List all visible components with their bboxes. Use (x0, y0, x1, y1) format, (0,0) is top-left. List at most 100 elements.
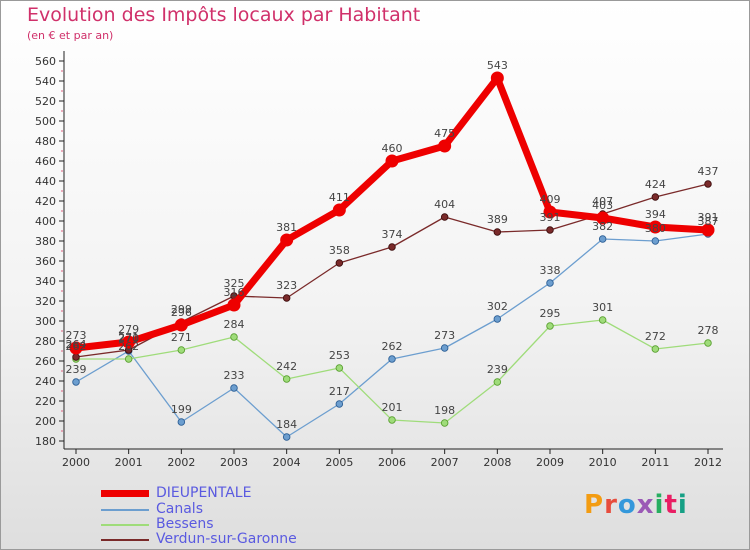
data-label: 271 (118, 331, 139, 344)
y-tick-label: 380 (35, 235, 56, 248)
data-point-3 (651, 193, 660, 201)
data-point-2 (651, 345, 660, 353)
x-tick-label: 2001 (115, 456, 143, 469)
data-label: 437 (698, 165, 719, 178)
data-label: 302 (487, 300, 508, 313)
legend-item-dieupentale: DIEUPENTALE (101, 485, 361, 502)
logo-letter: o (617, 490, 637, 520)
y-tick-label: 420 (35, 195, 56, 208)
data-label: 273 (66, 329, 87, 342)
data-label: 543 (487, 59, 508, 72)
data-point-2 (546, 322, 554, 330)
data-point-3 (704, 180, 712, 188)
data-label: 184 (276, 418, 297, 431)
legend-swatch-bessens (101, 524, 149, 526)
data-label: 296 (171, 306, 192, 319)
data-point-2 (493, 378, 502, 386)
data-label: 323 (276, 279, 297, 292)
data-point-0 (332, 203, 346, 217)
data-label: 270 (118, 332, 139, 345)
y-tick-label: 540 (35, 75, 56, 88)
series-layer (69, 71, 715, 441)
data-point-3 (282, 294, 291, 302)
y-tick-label: 340 (35, 275, 56, 288)
data-label: 271 (171, 331, 192, 344)
data-label: 387 (698, 215, 719, 228)
y-tick-label: 280 (35, 335, 56, 348)
data-point-1 (651, 237, 660, 245)
x-tick-label: 2006 (378, 456, 406, 469)
data-label: 404 (434, 198, 455, 211)
data-point-1 (598, 235, 607, 243)
y-tick-label: 460 (35, 155, 56, 168)
x-tick-label: 2010 (589, 456, 617, 469)
data-label: 316 (224, 286, 245, 299)
data-point-1 (177, 418, 186, 426)
data-label: 299 (171, 303, 192, 316)
data-point-0 (648, 220, 662, 234)
legend-swatch-verdun (101, 539, 149, 541)
data-label: 242 (276, 360, 297, 373)
data-point-1 (440, 344, 449, 352)
x-tick-label: 2012 (694, 456, 722, 469)
x-tick-label: 2005 (325, 456, 353, 469)
logo-letter: t (664, 490, 678, 520)
data-label: 262 (118, 340, 139, 353)
data-point-2 (230, 333, 238, 341)
data-label: 380 (645, 222, 666, 235)
data-point-0 (122, 335, 136, 349)
legend-item-bessens: Bessens (101, 516, 361, 533)
data-label: 262 (66, 340, 87, 353)
data-label: 272 (645, 330, 666, 343)
logo-letter: i (677, 490, 688, 520)
data-label: 278 (698, 324, 719, 337)
data-point-1 (335, 400, 344, 408)
value-labels-layer: 273 279 296 316 381 411 460 475 543 409 403 394 391 2… (66, 59, 719, 431)
data-point-2 (124, 355, 133, 363)
axes: 180 200 220 240 260 280 300 320 340 360 380 400 420 4… (35, 51, 723, 469)
data-label: 325 (224, 277, 245, 290)
data-label: 253 (329, 349, 350, 362)
data-label: 284 (224, 318, 245, 331)
x-tick-label: 2009 (536, 456, 564, 469)
data-point-1 (230, 384, 238, 392)
data-label: 273 (434, 329, 455, 342)
data-point-0 (385, 154, 399, 168)
logo-letter: x (636, 490, 655, 520)
data-point-1 (282, 433, 291, 441)
data-point-0 (438, 139, 452, 153)
data-point-0 (596, 211, 610, 225)
chart-subtitle: (en € et par an) (27, 29, 114, 42)
y-tick-label: 440 (35, 175, 56, 188)
data-point-0 (174, 318, 188, 332)
data-point-3 (440, 213, 449, 221)
y-tick-label: 400 (35, 215, 56, 228)
legend-label-dieupentale: DIEUPENTALE (156, 485, 252, 501)
data-point-3 (335, 259, 344, 267)
data-label: 391 (698, 211, 719, 224)
data-label: 201 (382, 401, 403, 414)
x-tick-label: 2000 (62, 456, 90, 469)
data-point-2 (388, 416, 396, 424)
data-point-0 (227, 298, 241, 312)
legend-swatch-dieupentale (101, 490, 149, 497)
y-tick-label: 500 (35, 115, 56, 128)
data-label: 198 (434, 404, 455, 417)
logo-letter: r (604, 490, 618, 520)
data-point-0 (543, 205, 557, 219)
data-point-3 (493, 228, 502, 236)
data-label: 199 (171, 403, 192, 416)
data-point-0 (69, 341, 83, 355)
logo-letter: i (654, 490, 665, 520)
data-label: 403 (592, 199, 613, 212)
y-tick-label: 360 (35, 255, 56, 268)
data-point-2 (440, 419, 449, 427)
x-tick-label: 2007 (431, 456, 459, 469)
data-label: 279 (118, 323, 139, 336)
data-label: 381 (276, 221, 297, 234)
data-label: 301 (592, 301, 613, 314)
x-tick-label: 2008 (483, 456, 511, 469)
data-point-2 (282, 375, 291, 383)
chart-title: Evolution des Impôts locaux par Habitant (27, 4, 421, 26)
